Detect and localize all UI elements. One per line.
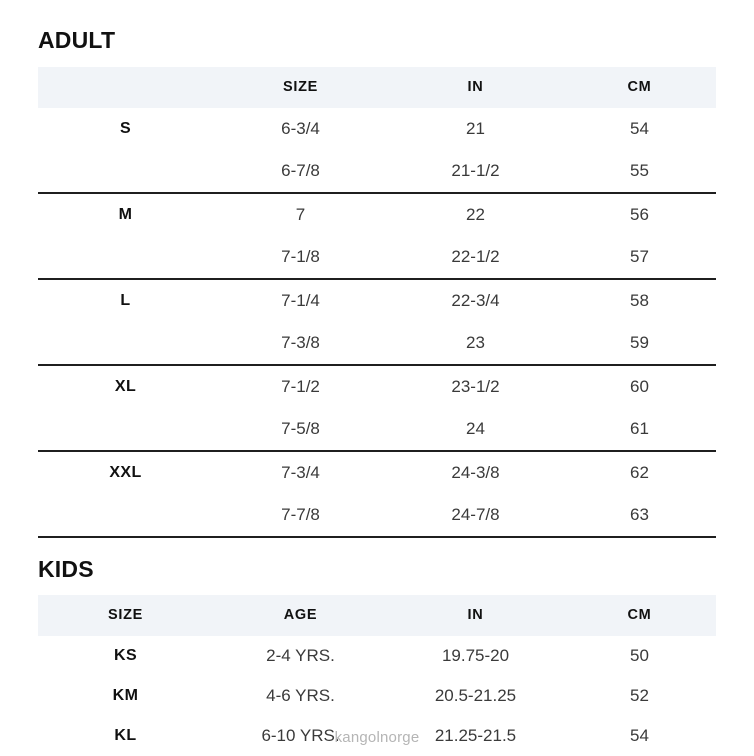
kids-cell-cm: 54: [630, 726, 649, 745]
table-row: KL 6-10 YRS. 21.25-21.5 54: [38, 716, 716, 756]
adult-cell-cm: 56: [630, 205, 649, 224]
adult-size-label: S: [119, 120, 132, 137]
adult-header-in: IN: [467, 79, 484, 95]
adult-cell-in: 23-1/2: [451, 377, 500, 396]
adult-size-label-empty: [38, 236, 213, 280]
adult-header-size: SIZE: [282, 79, 319, 95]
adult-cell-cm: 57: [563, 236, 716, 280]
adult-table-body: S 6-3/4 21 54 6-7/8 21-1/2 55 M 7 22 56 …: [38, 108, 716, 538]
adult-table-header: SIZE IN CM: [38, 67, 716, 108]
adult-size-label-empty: [38, 150, 213, 194]
adult-cell-cm: 61: [563, 408, 716, 452]
kids-cell-age: 2-4 YRS.: [266, 646, 335, 665]
adult-cell-cm: 60: [630, 377, 649, 396]
adult-size-table: SIZE IN CM S 6-3/4 21 54 6-7/8 21-1/2 55…: [38, 67, 716, 538]
table-row: XXL 7-3/4 24-3/8 62: [38, 451, 716, 494]
table-row: XL 7-1/2 23-1/2 60: [38, 365, 716, 408]
kids-header-in: IN: [467, 607, 484, 623]
adult-cell-size: 7-7/8: [213, 494, 388, 538]
table-row: 7-1/8 22-1/2 57: [38, 236, 716, 280]
kids-header-size: SIZE: [107, 607, 144, 623]
adult-header-blank: [38, 67, 213, 108]
adult-cell-in: 24-3/8: [451, 463, 500, 482]
kids-cell-cm: 50: [630, 646, 649, 665]
table-row: 7-3/8 23 59: [38, 322, 716, 366]
adult-cell-size: 7: [295, 205, 306, 224]
table-row: M 7 22 56: [38, 193, 716, 236]
kids-size-label: KS: [113, 647, 138, 664]
adult-header-row: SIZE IN CM: [38, 67, 716, 108]
kids-cell-cm: 52: [630, 686, 649, 705]
kids-cell-age: 4-6 YRS.: [266, 686, 335, 705]
kids-header-cm: CM: [627, 607, 652, 623]
adult-size-label: L: [120, 292, 131, 309]
adult-cell-in: 22: [466, 205, 485, 224]
adult-size-label-empty: [38, 494, 213, 538]
adult-size-label-empty: [38, 322, 213, 366]
table-row: 6-7/8 21-1/2 55: [38, 150, 716, 194]
adult-size-label-empty: [38, 408, 213, 452]
adult-cell-in: 24: [388, 408, 563, 452]
adult-size-label: XXL: [109, 464, 142, 481]
kids-cell-in: 21.25-21.5: [434, 726, 517, 745]
adult-cell-size: 7-1/2: [281, 377, 320, 396]
table-row: 7-5/8 24 61: [38, 408, 716, 452]
kids-header-age: AGE: [283, 607, 318, 623]
adult-cell-in: 22-3/4: [451, 291, 500, 310]
adult-cell-size: 6-3/4: [281, 119, 320, 138]
adult-cell-in: 22-1/2: [388, 236, 563, 280]
adult-cell-size: 7-3/8: [213, 322, 388, 366]
table-row: S 6-3/4 21 54: [38, 108, 716, 150]
adult-header-cm: CM: [627, 79, 652, 95]
adult-cell-size: 7-3/4: [281, 463, 320, 482]
adult-cell-cm: 58: [630, 291, 649, 310]
adult-cell-size: 7-1/4: [281, 291, 320, 310]
kids-table-header: SIZE AGE IN CM: [38, 595, 716, 636]
kids-cell-in: 19.75-20: [441, 646, 510, 665]
adult-cell-in: 24-7/8: [388, 494, 563, 538]
adult-cell-size: 7-5/8: [213, 408, 388, 452]
adult-size-label: M: [118, 206, 133, 223]
site-watermark: kangolnorge: [334, 729, 420, 746]
kids-cell-in: 20.5-21.25: [434, 686, 517, 705]
adult-cell-cm: 62: [630, 463, 649, 482]
kids-cell-age: 6-10 YRS.: [261, 726, 340, 745]
adult-cell-cm: 54: [630, 119, 649, 138]
adult-cell-in: 23: [388, 322, 563, 366]
adult-cell-in: 21-1/2: [388, 150, 563, 194]
adult-cell-in: 21: [466, 119, 485, 138]
adult-size-label: XL: [114, 378, 137, 395]
kids-size-label: KL: [114, 727, 137, 744]
adult-cell-size: 6-7/8: [213, 150, 388, 194]
adult-section-heading: ADULT: [38, 27, 116, 53]
kids-section-heading: KIDS: [38, 556, 94, 582]
adult-cell-cm: 63: [563, 494, 716, 538]
table-row: KM 4-6 YRS. 20.5-21.25 52: [38, 676, 716, 716]
adult-cell-cm: 59: [563, 322, 716, 366]
kids-size-label: KM: [112, 687, 139, 704]
adult-cell-size: 7-1/8: [213, 236, 388, 280]
kids-size-table: SIZE AGE IN CM KS 2-4 YRS. 19.75-20 50 K…: [38, 595, 716, 756]
table-row: L 7-1/4 22-3/4 58: [38, 279, 716, 322]
kids-table-body: KS 2-4 YRS. 19.75-20 50 KM 4-6 YRS. 20.5…: [38, 636, 716, 756]
adult-cell-cm: 55: [563, 150, 716, 194]
table-row: KS 2-4 YRS. 19.75-20 50: [38, 636, 716, 676]
kids-header-row: SIZE AGE IN CM: [38, 595, 716, 636]
table-row: 7-7/8 24-7/8 63: [38, 494, 716, 538]
